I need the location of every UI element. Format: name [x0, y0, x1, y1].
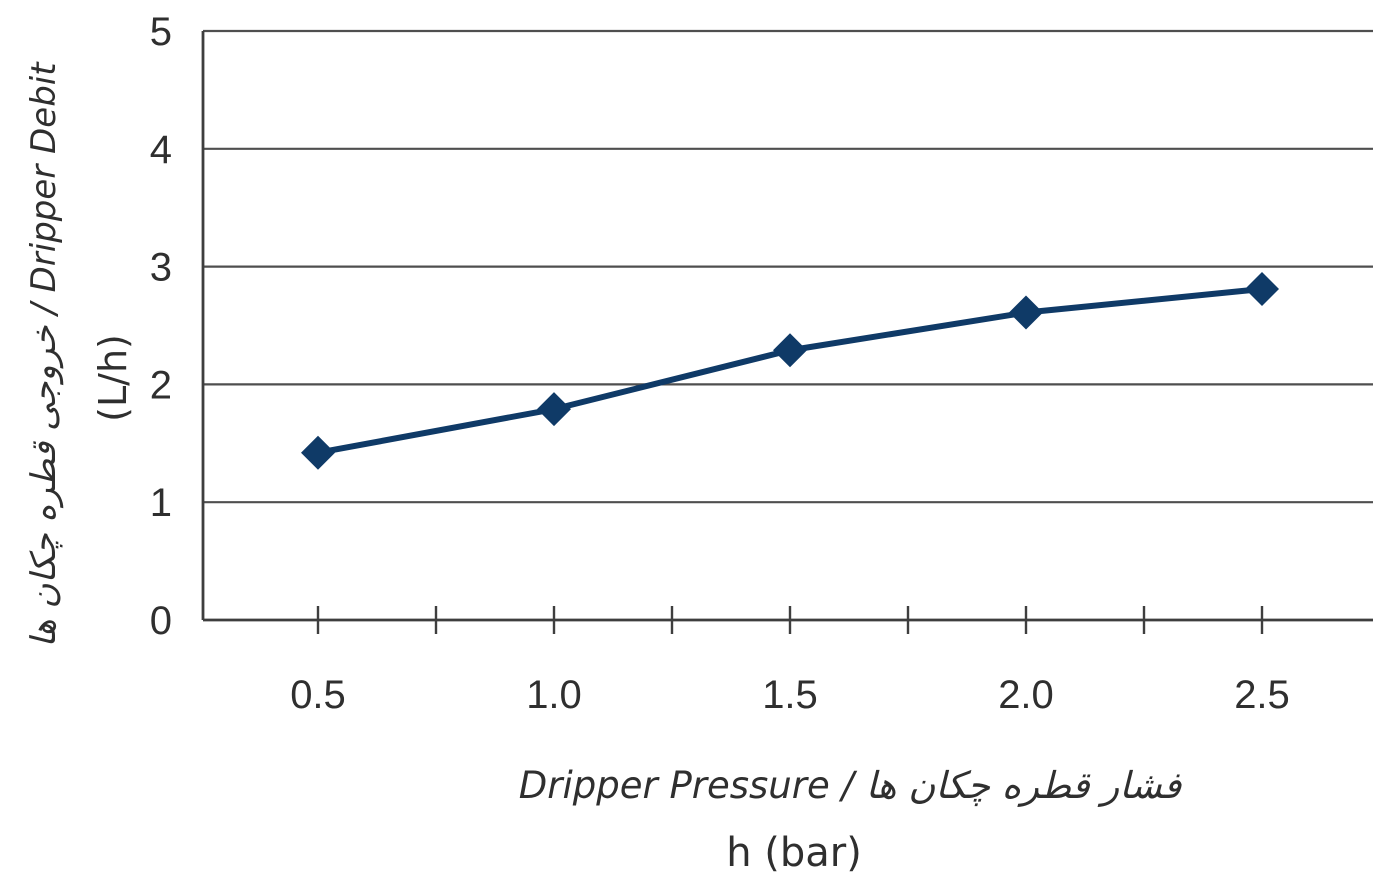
x-tick-label: 1.0 [526, 673, 582, 717]
axis-layer [201, 31, 1373, 634]
y-axis-title-line-2: (L/h) [91, 334, 135, 422]
data-point [537, 392, 571, 427]
x-axis-title-line-1: Dripper Pressure / فشار قطره چکان ها [519, 764, 1183, 808]
x-tick-label: 2.5 [1234, 673, 1290, 717]
x-tick-label: 0.5 [290, 673, 346, 717]
series-layer [301, 271, 1279, 470]
x-tick-label: 2.0 [998, 673, 1054, 717]
y-tick-label: 1 [150, 481, 172, 525]
x-axis-title-line-2: h (bar) [726, 830, 862, 876]
y-tick-label: 3 [150, 246, 172, 290]
y-tick-label: 5 [150, 10, 172, 54]
data-point [773, 333, 807, 368]
grid-layer [203, 29, 1373, 504]
data-point [1245, 271, 1279, 306]
label-layer: 0 1 2 3 4 5 0.5 1.0 1.5 2.0 2.5 [150, 10, 1290, 717]
x-tick-label: 1.5 [762, 673, 818, 717]
y-axis-title-line-1: خروجی قطره چکان ها / Dripper Debit [24, 61, 64, 648]
data-point [301, 435, 335, 470]
y-tick-label: 4 [150, 128, 172, 172]
y-tick-label: 2 [150, 363, 172, 407]
series-line [315, 285, 1265, 456]
y-tick-label: 0 [150, 599, 172, 643]
data-point [1009, 295, 1043, 330]
